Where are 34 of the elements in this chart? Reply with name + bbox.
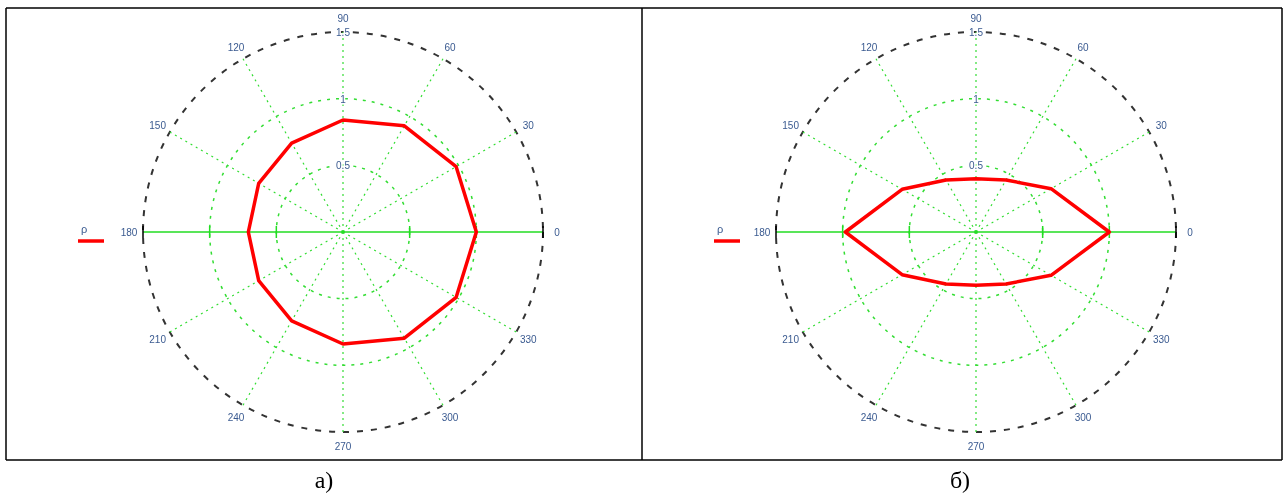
text: б) xyxy=(949,467,971,493)
y-tick-label: 1 xyxy=(973,93,980,105)
spoke-label: 150 xyxy=(149,120,167,131)
spoke-label: 30 xyxy=(522,120,535,131)
spoke-label: 90 xyxy=(970,13,982,24)
spoke-label: 330 xyxy=(1152,334,1171,345)
spoke-label: 300 xyxy=(441,412,459,424)
spoke-label: 300 xyxy=(1074,412,1092,424)
spoke-label: 270 xyxy=(334,441,352,452)
text: ρ xyxy=(717,223,724,235)
y-tick-label: 1.5 xyxy=(336,27,351,38)
spoke-label: 0 xyxy=(1187,227,1194,238)
spoke-label: 60 xyxy=(444,41,456,53)
spoke-label: 30 xyxy=(1155,120,1168,131)
spoke-label: 210 xyxy=(149,334,167,345)
spoke-label: 120 xyxy=(227,41,245,53)
spoke-label: 240 xyxy=(860,412,878,424)
y-tick-label: 0.5 xyxy=(336,160,351,172)
y-tick-label: 0.5 xyxy=(969,160,984,172)
text: ρ xyxy=(81,223,88,235)
y-tick-label: 1.5 xyxy=(969,27,984,38)
spoke-label: 180 xyxy=(753,227,771,238)
spoke-label: 180 xyxy=(120,227,138,238)
spoke-label: 60 xyxy=(1077,41,1089,53)
text: а) xyxy=(314,467,334,493)
spoke-label: 270 xyxy=(967,441,985,452)
spoke-label: 90 xyxy=(337,13,349,24)
y-tick-label: 1 xyxy=(340,93,347,105)
spoke-label: 330 xyxy=(519,334,538,345)
spoke-label: 210 xyxy=(782,334,800,345)
spoke-label: 120 xyxy=(860,41,878,53)
spoke-label: 240 xyxy=(227,412,245,424)
spoke-label: 0 xyxy=(554,227,561,238)
spoke-label: 150 xyxy=(782,120,800,131)
